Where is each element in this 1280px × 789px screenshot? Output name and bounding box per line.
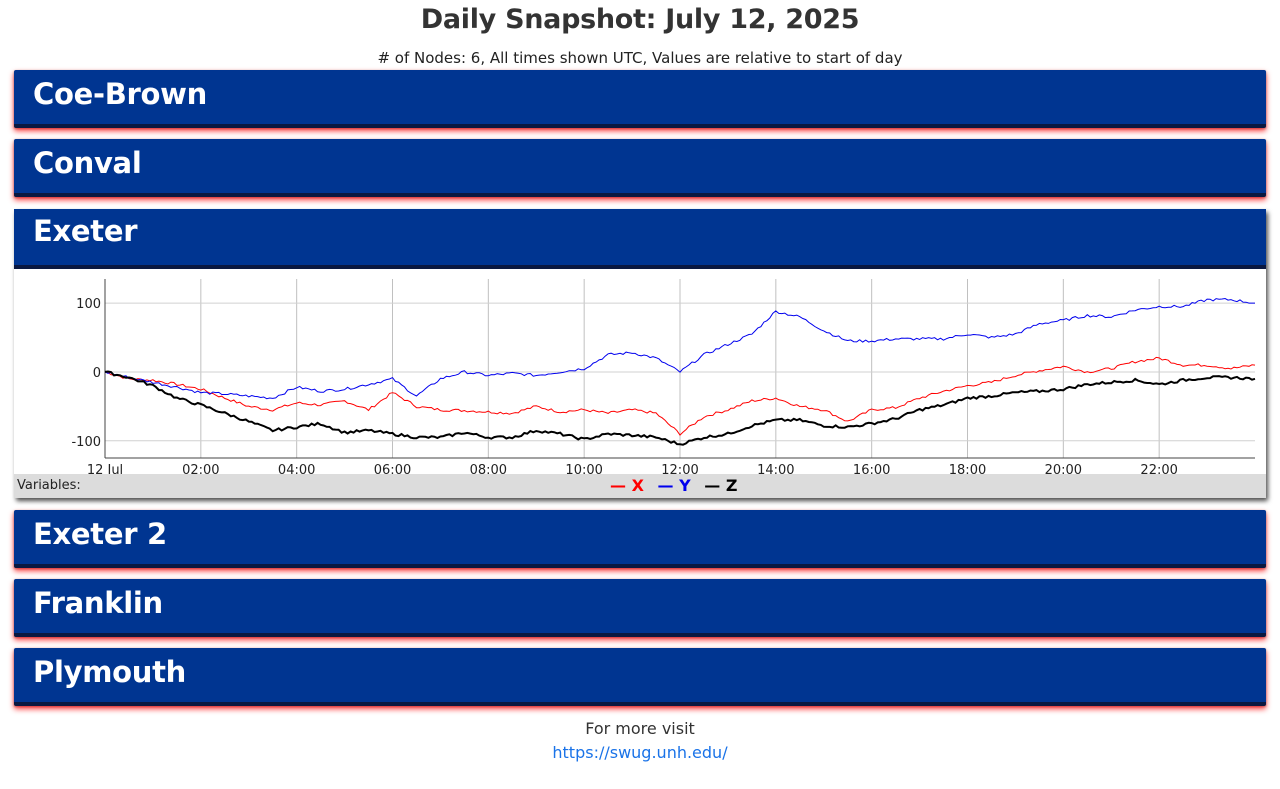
node-panel-exeter-header[interactable]: Exeter — [14, 209, 1266, 269]
node-panel-franklin[interactable]: Franklin — [14, 579, 1266, 637]
chart-area[interactable]: 12 Jul 02:00 04:00 06:00 08:00 10:00 12:00 14:0… — [14, 269, 1266, 478]
x-tick-label: 16:00 — [853, 463, 890, 474]
x-tick-label: 22:00 — [1140, 463, 1177, 474]
legend-label-y: Y — [679, 476, 691, 495]
legend-item-x[interactable]: — X — [610, 476, 644, 495]
chart-legend: — X — Y — Z — [610, 476, 745, 495]
node-title: Exeter — [33, 214, 138, 248]
x-tick-label: 10:00 — [565, 463, 602, 474]
node-title: Exeter 2 — [33, 517, 167, 551]
node-title: Conval — [33, 146, 142, 180]
x-tick-label: 18:00 — [949, 463, 986, 474]
page-title: Daily Snapshot: July 12, 2025 — [420, 4, 860, 35]
x-tick-label: 12:00 — [661, 463, 698, 474]
node-panel-exeter: Exeter 12 Jul 02:00 04:00 06:00 08:00 10:00 12… — [14, 209, 1266, 498]
node-panel-conval[interactable]: Conval — [14, 139, 1266, 197]
x-tick-label: 04:00 — [278, 463, 315, 474]
x-tick-label: 14:00 — [757, 463, 794, 474]
legend-item-z[interactable]: — Z — [704, 476, 738, 495]
node-panel-exeter-2[interactable]: Exeter 2 — [14, 510, 1266, 568]
x-tick-label: 06:00 — [374, 463, 411, 474]
legend-item-y[interactable]: — Y — [657, 476, 691, 495]
series-line-z — [104, 370, 1256, 446]
legend-label-x: X — [631, 476, 644, 495]
footer-text: For more visit — [585, 719, 695, 738]
page-subtitle: # of Nodes: 6, All times shown UTC, Valu… — [377, 49, 903, 67]
node-title: Franklin — [33, 586, 163, 620]
series-line-x — [104, 356, 1256, 436]
node-panel-plymouth[interactable]: Plymouth — [14, 648, 1266, 706]
x-tick-label: 12 Jul — [87, 463, 123, 474]
legend-label-z: Z — [725, 476, 738, 495]
x-tick-label: 20:00 — [1045, 463, 1082, 474]
node-title: Coe-Brown — [33, 77, 207, 111]
x-tick-label: 08:00 — [470, 463, 507, 474]
magnetometer-chart[interactable]: 12 Jul 02:00 04:00 06:00 08:00 10:00 12:00 14:0… — [14, 269, 1266, 478]
node-panel-coe-brown[interactable]: Coe-Brown — [14, 70, 1266, 128]
y-tick-label: 0 — [93, 366, 101, 381]
series-line-y — [104, 297, 1255, 400]
footer-link-wrapper: https://swug.unh.edu/ — [0, 743, 1280, 762]
variables-label: Variables: — [17, 478, 81, 493]
variables-bar: Variables: — X — Y — Z — [14, 474, 1266, 498]
node-title: Plymouth — [33, 655, 186, 689]
footer-link[interactable]: https://swug.unh.edu/ — [552, 743, 728, 762]
y-tick-label: -100 — [71, 435, 101, 450]
x-tick-label: 02:00 — [182, 463, 219, 474]
y-tick-label: 100 — [76, 297, 101, 312]
